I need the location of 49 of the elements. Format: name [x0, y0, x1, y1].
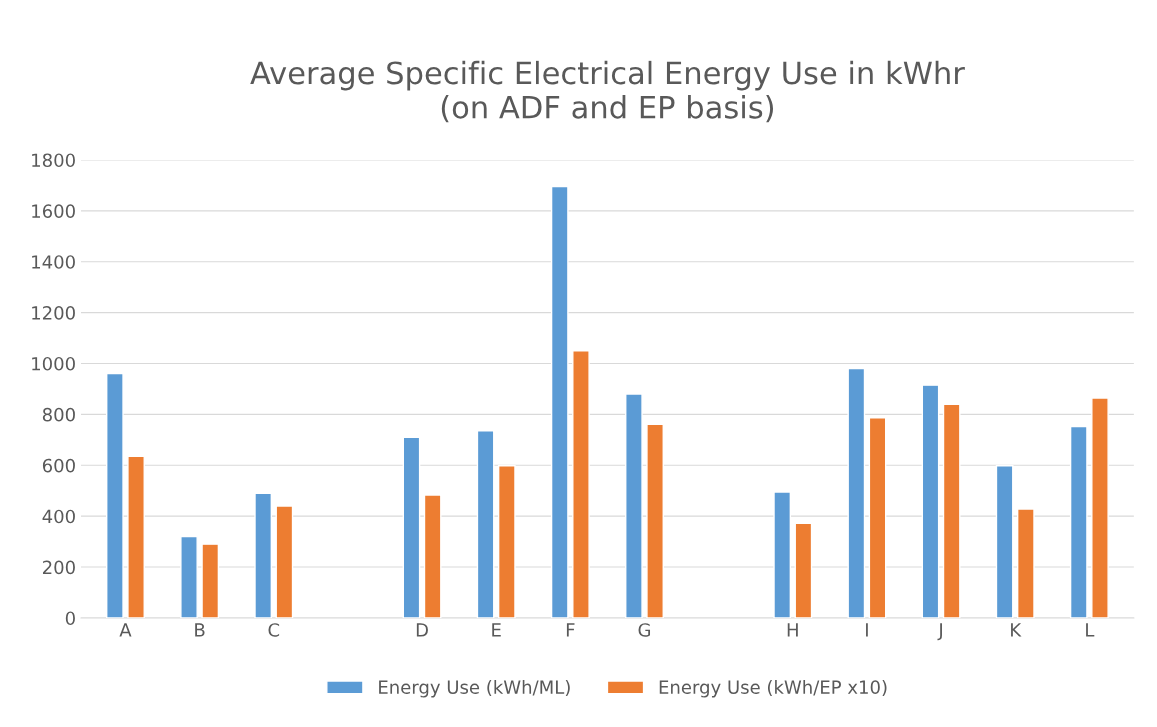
y-tick-label: 1000: [32, 356, 75, 371]
y-tick-label: 1400: [32, 255, 75, 269]
legend-label: Energy Use (kWh/EP x10): [659, 680, 887, 698]
x-tick-label: I: [866, 623, 868, 637]
x-tick-label: D: [416, 623, 428, 637]
bar: [646, 423, 664, 618]
y-tick-label: 600: [42, 458, 75, 473]
bar: [773, 491, 792, 618]
bar: [794, 522, 813, 618]
bar: [625, 393, 643, 618]
x-tick-label: G: [638, 623, 651, 637]
bar: [942, 403, 961, 618]
bar: [868, 417, 887, 618]
y-tick-label: 0: [65, 611, 75, 626]
x-tick-label: F: [566, 623, 575, 637]
bar: [127, 455, 145, 618]
legend-label: Energy Use (kWh/ML): [379, 680, 570, 698]
bar: [921, 384, 940, 618]
bar: [275, 505, 294, 618]
y-tick-label: 800: [42, 407, 75, 422]
y-tick-label: 1800: [32, 153, 75, 168]
bar: [1091, 397, 1109, 618]
bar: [572, 350, 590, 618]
x-tick-label: J: [937, 623, 942, 641]
bar: [1016, 508, 1035, 618]
chart-title: Average Specific Electrical Energy Use in kWhr (on ADF and EP basis): [250, 60, 965, 123]
x-tick-label: H: [787, 623, 798, 637]
y-tick-label: 1200: [32, 306, 75, 320]
x-tick-label: L: [1086, 623, 1095, 637]
bar: [497, 465, 516, 618]
bar: [550, 185, 569, 618]
bar: [476, 430, 495, 618]
bar: [423, 494, 442, 618]
x-tick-label: A: [119, 623, 132, 637]
bar: [180, 535, 198, 618]
x-tick-label: E: [492, 623, 501, 637]
bar: [402, 436, 421, 618]
bar: [201, 543, 220, 618]
y-tick-label: 200: [42, 560, 75, 575]
x-tick-label: B: [195, 623, 205, 637]
y-tick-label: 1600: [32, 204, 75, 218]
y-tick-label: 400: [42, 509, 75, 524]
bar: [1069, 425, 1088, 618]
bar: [995, 465, 1014, 618]
x-tick-label: C: [268, 623, 280, 637]
bar: [254, 492, 273, 618]
x-tick-label: K: [1011, 623, 1022, 637]
bar: [106, 372, 124, 618]
bar: [847, 367, 866, 618]
